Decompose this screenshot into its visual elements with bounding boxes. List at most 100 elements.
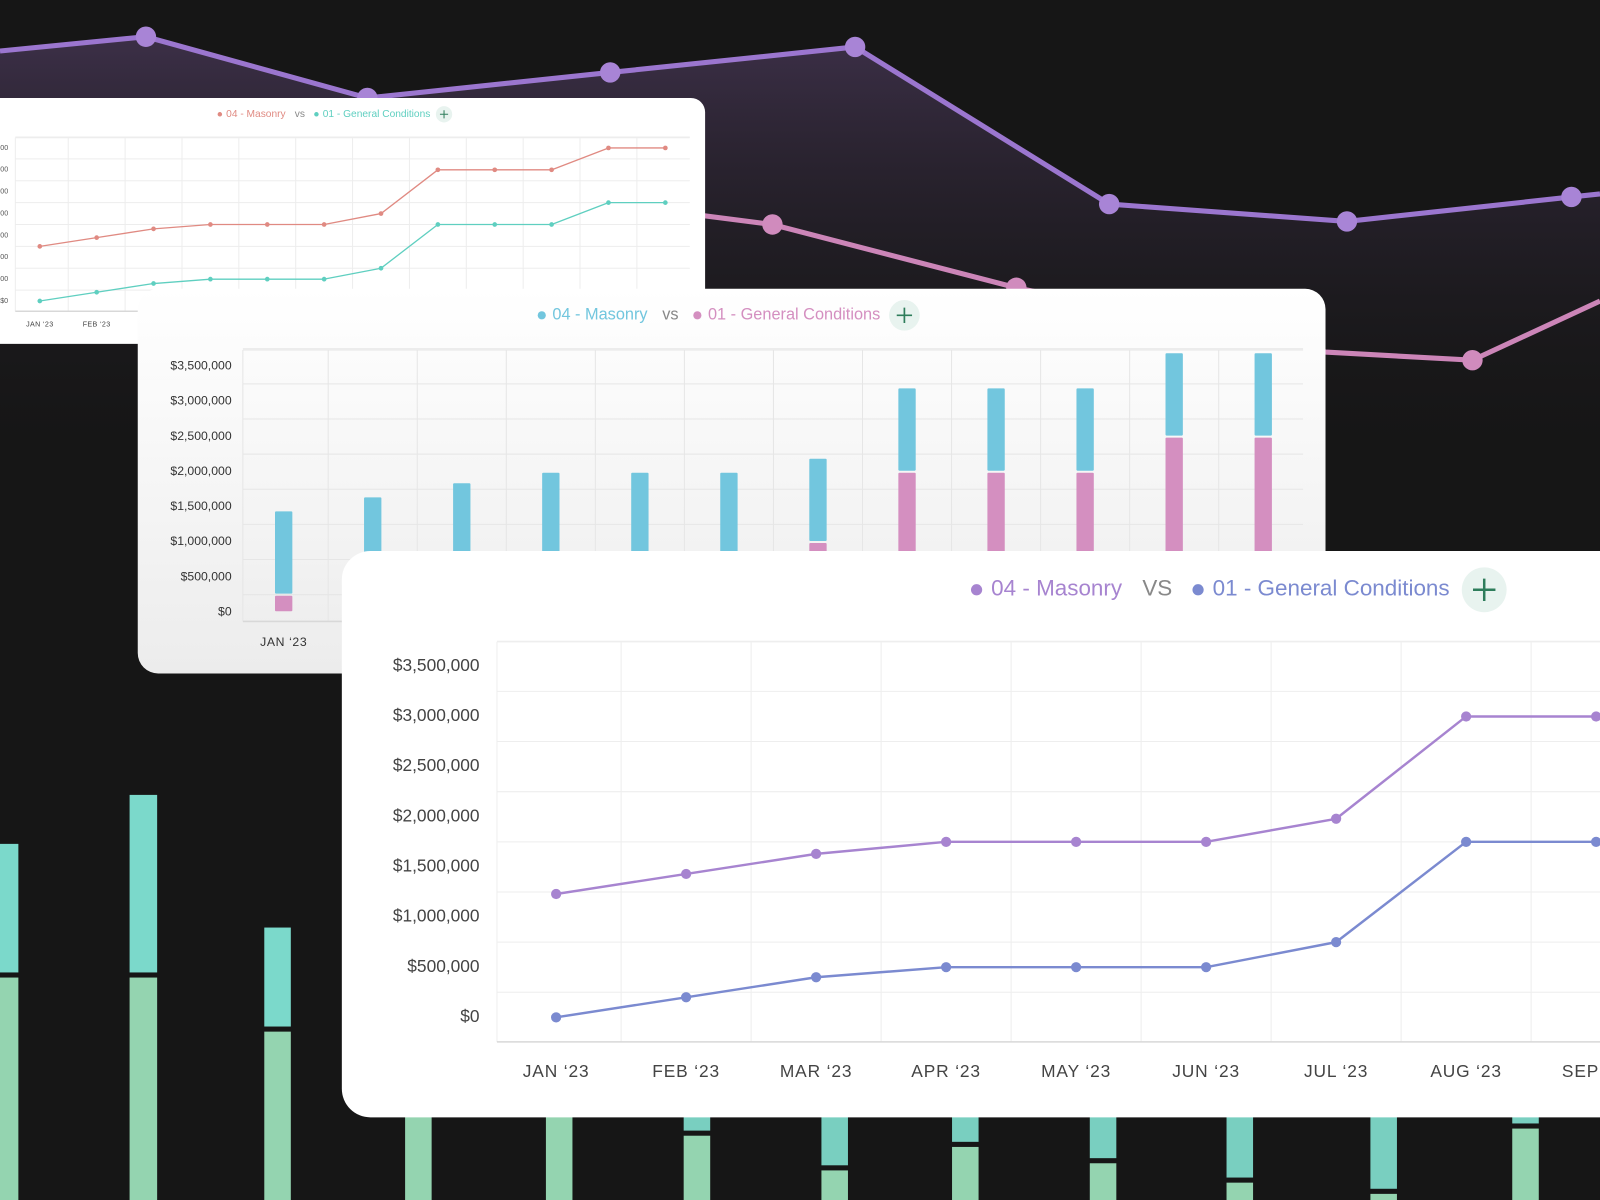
data-point <box>1201 962 1212 973</box>
legend-vs: VS <box>1142 576 1172 601</box>
legend-swatch <box>1192 584 1204 596</box>
y-tick-label: $0 <box>0 297 8 305</box>
plus-icon[interactable] <box>896 307 913 323</box>
data-point <box>264 222 270 227</box>
data-point <box>551 1012 562 1023</box>
data-point <box>811 848 822 859</box>
legend-item: 04 - Masonry <box>970 576 1123 601</box>
y-tick-label: $1,000,000 <box>393 906 480 926</box>
legend-separator: vs <box>662 306 678 324</box>
data-point <box>321 276 327 282</box>
data-point <box>1591 711 1600 722</box>
data-point <box>606 200 611 205</box>
x-tick-label: JAN ‘23 <box>523 1061 590 1081</box>
y-tick-label: $3,500,000 <box>0 144 8 152</box>
legend-swatch <box>693 311 702 320</box>
data-point <box>1071 962 1082 973</box>
bar-segment <box>809 458 827 541</box>
data-point <box>606 145 611 151</box>
legend: 04 - Masonry vs 01 - General Conditions <box>537 300 920 331</box>
legend-vs: vs <box>662 306 678 324</box>
y-tick-label: $0 <box>218 604 232 618</box>
x-tick-label: APR ‘23 <box>911 1061 981 1081</box>
series-line <box>39 201 666 302</box>
series-line <box>39 147 666 248</box>
x-tick-label: MAY ‘23 <box>1041 1061 1111 1081</box>
bar-segment <box>898 388 916 471</box>
bar-segment <box>453 483 471 566</box>
data-point <box>151 281 156 286</box>
legend-label: 04 - Masonry <box>991 576 1123 601</box>
legend-item: 01 - General Conditions <box>693 306 880 324</box>
y-tick-label: $1,000,000 <box>170 534 231 548</box>
legend: 04 - Masonry vs 01 - General Conditions <box>217 106 453 123</box>
y-tick-label: $3,500,000 <box>393 655 480 675</box>
chart-small: $0 $500,000 $1,000,000 $1,500,000 $2,000,000… <box>0 106 690 328</box>
legend-separator: vs <box>295 109 305 120</box>
data-point <box>941 836 952 847</box>
y-tick-label: $3,000,000 <box>170 394 231 408</box>
bar-segment <box>720 472 738 556</box>
card <box>341 551 1600 1118</box>
legend-label: 04 - Masonry <box>226 109 286 120</box>
data-point <box>435 222 441 227</box>
x-tick-label: FEB ‘23 <box>83 320 111 328</box>
bar-segment <box>1165 353 1183 436</box>
data-point <box>378 211 384 216</box>
x-tick-label: FEB ‘23 <box>652 1061 720 1081</box>
legend-item: 04 - Masonry <box>217 109 287 120</box>
y-tick-label: $3,500,000 <box>170 359 231 373</box>
add-comparison-button[interactable] <box>1461 567 1507 613</box>
x-tick-label: JUN ‘23 <box>1172 1061 1240 1081</box>
legend-item: 01 - General Conditions <box>314 109 430 120</box>
y-tick-label: $3,000,000 <box>0 166 8 174</box>
bar-segment <box>275 595 293 612</box>
x-tick-label: MAR ‘23 <box>780 1061 853 1081</box>
legend: 04 - Masonry VS 01 - General Conditions <box>970 567 1507 613</box>
add-comparison-button[interactable] <box>435 106 453 123</box>
plus-icon[interactable] <box>439 110 449 119</box>
data-point <box>941 962 952 973</box>
data-point <box>681 868 692 880</box>
data-point <box>321 222 327 227</box>
data-point <box>94 235 100 240</box>
data-point <box>151 226 156 232</box>
data-point <box>94 289 100 295</box>
data-point <box>492 222 498 227</box>
legend-label: 01 - General Conditions <box>323 109 431 120</box>
x-tick-label: JUL ‘23 <box>1304 1061 1368 1081</box>
y-tick-label: $2,000,000 <box>170 464 231 478</box>
data-point <box>551 888 562 900</box>
chart-main: $0 $500,000 $1,000,000 $1,500,000 $2,000,000… <box>393 567 1600 1081</box>
bar-segment <box>1254 353 1272 436</box>
y-tick-label: $2,000,000 <box>393 805 480 825</box>
data-point <box>811 972 822 983</box>
plus-icon[interactable] <box>1472 578 1496 602</box>
y-tick-label: $500,000 <box>181 569 232 583</box>
add-comparison-button[interactable] <box>889 300 920 331</box>
data-point <box>1201 836 1212 847</box>
data-point <box>1071 836 1082 847</box>
y-tick-label: $1,000,000 <box>0 253 8 261</box>
y-tick-label: $500,000 <box>0 275 8 283</box>
y-tick-label: $2,500,000 <box>393 755 480 775</box>
bar-segment <box>275 511 293 594</box>
legend-swatch <box>217 112 223 117</box>
legend-item: 01 - General Conditions <box>1192 576 1450 601</box>
data-point <box>662 200 668 205</box>
data-point <box>37 244 43 249</box>
data-point <box>681 992 692 1003</box>
legend-swatch <box>314 112 319 117</box>
data-point <box>37 298 43 304</box>
legend-vs: vs <box>295 109 305 120</box>
data-point <box>264 276 270 282</box>
data-point <box>1331 813 1342 824</box>
legend-label: 01 - General Conditions <box>1213 576 1450 601</box>
data-point <box>208 276 213 282</box>
legend-separator: VS <box>1142 576 1172 601</box>
x-tick-label: SEP ‘23 <box>1562 1061 1600 1081</box>
y-tick-label: $1,500,000 <box>393 855 480 875</box>
bg-bars <box>0 794 1539 1200</box>
